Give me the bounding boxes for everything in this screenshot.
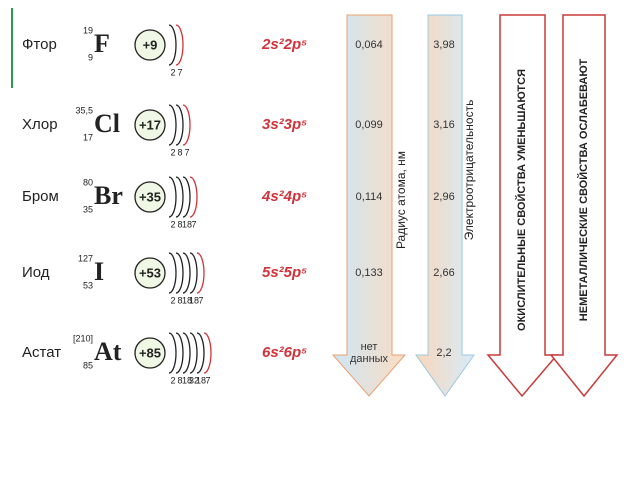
shell-electrons: 18 <box>182 219 192 229</box>
electronegativity-label: Электроотрицательность <box>462 100 476 241</box>
atomic-radius: нет данных <box>350 341 389 365</box>
electron-config: 5s²5p⁵ <box>262 264 307 281</box>
electron-config: 3s²3p⁵ <box>262 116 307 133</box>
mass-number: 80 <box>83 177 93 187</box>
electronegativity: 2,66 <box>433 267 454 279</box>
shell-electrons: 32 <box>189 375 199 385</box>
electronegativity: 3,16 <box>433 119 454 131</box>
radius-arrow <box>331 14 407 397</box>
atomic-radius: 0,114 <box>356 191 383 203</box>
electron-shell <box>196 252 205 294</box>
electron-shell <box>168 176 177 218</box>
electronegativity: 2,96 <box>433 191 454 203</box>
electron-shell <box>182 252 191 294</box>
nucleus <box>134 29 166 61</box>
shell-electrons: 7 <box>184 147 189 157</box>
electron-shell <box>196 332 205 374</box>
mass-number: 19 <box>83 25 93 35</box>
shell-electrons: 2 <box>170 219 175 229</box>
oxidizing-label: ОКИСЛИТЕЛЬНЫЕ СВОЙСТВА УМЕНЬШАЮТСЯ <box>515 69 528 331</box>
atomic-radius: 0,064 <box>355 39 383 51</box>
nucleus <box>134 181 166 213</box>
electron-shell <box>175 252 184 294</box>
shell-electrons: 18 <box>196 375 206 385</box>
shell-electrons: 2 <box>170 295 175 305</box>
shell-electrons: 8 <box>177 375 182 385</box>
electronegativity: 3,98 <box>433 39 454 51</box>
shell-electrons: 7 <box>177 67 182 77</box>
electron-shell <box>168 24 177 66</box>
nucleus-charge: +17 <box>139 117 161 132</box>
shell-electrons: 7 <box>205 375 210 385</box>
electron-shell <box>175 104 184 146</box>
electron-shell <box>168 104 177 146</box>
shell-electrons: 18 <box>189 295 199 305</box>
atomic-number: 85 <box>83 360 93 370</box>
atomic-number: 35 <box>83 204 93 214</box>
shell-electrons: 2 <box>170 147 175 157</box>
shell-electrons: 18 <box>182 295 192 305</box>
nonmetallic-label: НЕМЕТАЛЛИЧЕСКИЕ СВОЙСТВА ОСЛАБЕВАЮТ <box>577 59 590 322</box>
electron-shell <box>168 332 177 374</box>
atomic-number: 9 <box>88 52 93 62</box>
shell-electrons: 8 <box>177 219 182 229</box>
nucleus-charge: +85 <box>139 345 161 360</box>
electron-config: 2s²2p⁵ <box>261 36 307 53</box>
electron-shell <box>175 332 184 374</box>
element-symbol: Br <box>94 181 123 210</box>
element-name: Иод <box>22 264 50 281</box>
electron-shell <box>203 332 212 374</box>
mass-number: [210] <box>73 333 93 343</box>
nucleus <box>134 337 166 369</box>
shell-electrons: 8 <box>177 147 182 157</box>
mass-number: 127 <box>78 253 93 263</box>
electron-shell <box>182 104 191 146</box>
oxidizing-arrow <box>486 14 559 398</box>
nucleus-charge: +9 <box>143 37 158 52</box>
electron-shell <box>168 252 177 294</box>
nucleus-charge: +53 <box>139 265 161 280</box>
electron-shell <box>175 24 184 66</box>
atomic-radius: 0,099 <box>355 119 383 131</box>
element-symbol: I <box>94 257 104 286</box>
element-symbol: At <box>94 337 122 366</box>
element-name: Бром <box>22 188 59 205</box>
shell-electrons: 2 <box>170 375 175 385</box>
nucleus-charge: +35 <box>139 189 161 204</box>
nucleus <box>134 257 166 289</box>
element-name: Фтор <box>22 36 57 53</box>
electron-shell <box>189 176 198 218</box>
shell-electrons: 18 <box>182 375 192 385</box>
radius-label: Радиус атома, нм <box>394 151 408 249</box>
atomic-number: 53 <box>83 280 93 290</box>
electron-shell <box>182 176 191 218</box>
electron-shell <box>189 332 198 374</box>
shell-electrons: 7 <box>191 219 196 229</box>
electron-config: 6s²6p⁵ <box>262 344 307 361</box>
shell-electrons: 8 <box>177 295 182 305</box>
electron-shell <box>175 176 184 218</box>
electronegativity: 2,2 <box>436 347 451 359</box>
mass-number: 35,5 <box>75 105 93 115</box>
element-symbol: F <box>94 29 110 58</box>
element-name: Хлор <box>22 116 58 133</box>
shell-electrons: 2 <box>170 67 175 77</box>
nonmetallic-arrow <box>549 14 619 398</box>
electronegativity-arrow <box>415 14 475 397</box>
element-name: Астат <box>22 344 61 361</box>
electron-shell <box>189 252 198 294</box>
shell-electrons: 7 <box>198 295 203 305</box>
nucleus <box>134 109 166 141</box>
electron-shell <box>182 332 191 374</box>
atomic-radius: 0,133 <box>355 267 383 279</box>
atomic-number: 17 <box>83 132 93 142</box>
electron-config: 4s²4p⁵ <box>261 188 307 205</box>
element-symbol: Cl <box>94 109 120 138</box>
